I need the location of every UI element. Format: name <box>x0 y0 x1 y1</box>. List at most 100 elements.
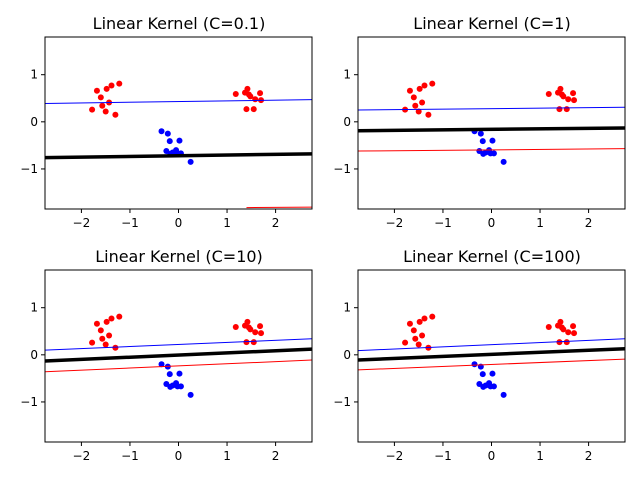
blue-point <box>187 391 194 398</box>
red-point <box>97 94 104 101</box>
red-point <box>415 108 422 115</box>
blue-point <box>158 128 165 135</box>
plot-area <box>45 313 312 398</box>
subplot-c-1: Linear Kernel (C=1) −2 −1 0 1 2 −1 0 1 <box>333 14 626 230</box>
y-tick-label: 0 <box>30 115 38 129</box>
red-point <box>97 327 104 334</box>
red-point <box>108 82 115 89</box>
red-point <box>560 93 567 100</box>
red-point <box>93 320 100 327</box>
red-point <box>406 87 413 94</box>
x-tick-label: −1 <box>121 216 139 230</box>
red-point <box>563 106 570 113</box>
red-point <box>89 339 96 346</box>
margin-line-red <box>358 358 625 371</box>
y-tick-label: 1 <box>343 68 351 82</box>
red-point <box>419 332 426 339</box>
red-point <box>103 85 110 92</box>
red-point <box>416 85 423 92</box>
x-tick-label: −2 <box>73 449 91 463</box>
x-tick-label: 0 <box>175 449 183 463</box>
red-point <box>244 318 251 325</box>
red-point <box>416 318 423 325</box>
x-tick-label: −1 <box>434 449 452 463</box>
red-point <box>410 327 417 334</box>
red-point <box>247 93 254 100</box>
subplot-title: Linear Kernel (C=100) <box>403 247 581 266</box>
subplot-title: Linear Kernel (C=10) <box>95 247 263 266</box>
red-point <box>410 94 417 101</box>
plot-area <box>358 80 625 165</box>
y-tick-label: 0 <box>30 348 38 362</box>
red-point <box>243 106 250 113</box>
red-point <box>257 323 264 330</box>
blue-point <box>166 371 173 378</box>
red-point <box>112 111 119 118</box>
red-point <box>99 102 106 109</box>
red-point <box>243 339 250 346</box>
red-point <box>106 332 113 339</box>
x-tick-label: 2 <box>272 216 280 230</box>
y-tick-label: −1 <box>20 162 38 176</box>
blue-point <box>479 371 486 378</box>
red-point <box>252 96 259 103</box>
margin-line-red <box>358 148 625 152</box>
x-tick-label: −1 <box>121 449 139 463</box>
x-tick-label: −2 <box>386 216 404 230</box>
subplot-c-0-1: Linear Kernel (C=0.1) −2 −1 0 1 2 −1 0 1 <box>20 14 313 230</box>
red-point <box>560 326 567 333</box>
x-tick-label: −2 <box>73 216 91 230</box>
margin-line-blue <box>358 338 625 352</box>
y-tick-label: 0 <box>343 348 351 362</box>
blue-point <box>176 137 183 144</box>
red-point <box>419 99 426 106</box>
y-tick-label: 1 <box>30 301 38 315</box>
red-point <box>565 329 572 336</box>
decision-boundary <box>358 126 625 133</box>
plot-area <box>358 313 625 398</box>
subplot-c-100: Linear Kernel (C=100) −2 −1 0 1 2 −1 0 1 <box>333 247 626 463</box>
x-tick-label: 2 <box>585 449 593 463</box>
red-point <box>402 339 409 346</box>
red-point <box>116 80 123 87</box>
red-point <box>563 339 570 346</box>
red-point <box>258 330 265 337</box>
margin-line-blue <box>45 99 312 104</box>
red-point <box>570 90 577 97</box>
x-tick-label: 0 <box>488 449 496 463</box>
subplot-c-10: Linear Kernel (C=10) −2 −1 0 1 2 −1 0 1 <box>20 247 313 463</box>
y-tick-label: −1 <box>333 395 351 409</box>
x-tick-label: 2 <box>272 449 280 463</box>
red-point <box>570 323 577 330</box>
red-point <box>565 96 572 103</box>
y-tick-label: −1 <box>20 395 38 409</box>
blue-point <box>489 370 496 377</box>
x-tick-label: −1 <box>434 216 452 230</box>
subplot-title: Linear Kernel (C=1) <box>413 14 570 33</box>
red-point <box>412 102 419 109</box>
red-point <box>421 82 428 89</box>
margin-line-red <box>45 359 312 373</box>
blue-point <box>490 150 497 157</box>
red-point <box>406 320 413 327</box>
decision-boundary <box>45 152 312 160</box>
red-point <box>93 87 100 94</box>
red-point <box>232 324 239 331</box>
red-point <box>415 341 422 348</box>
x-tick-label: −2 <box>386 449 404 463</box>
red-point <box>89 106 96 113</box>
margin-line-blue <box>358 106 625 111</box>
red-point <box>429 313 436 320</box>
blue-point <box>158 361 165 368</box>
blue-point <box>166 138 173 145</box>
red-point <box>116 313 123 320</box>
x-tick-label: 1 <box>536 216 544 230</box>
blue-point <box>176 370 183 377</box>
y-tick-label: −1 <box>333 162 351 176</box>
blue-point <box>490 383 497 390</box>
decision-boundary <box>358 346 625 362</box>
decision-boundary <box>45 347 312 363</box>
red-point <box>571 97 578 104</box>
red-point <box>247 326 254 333</box>
